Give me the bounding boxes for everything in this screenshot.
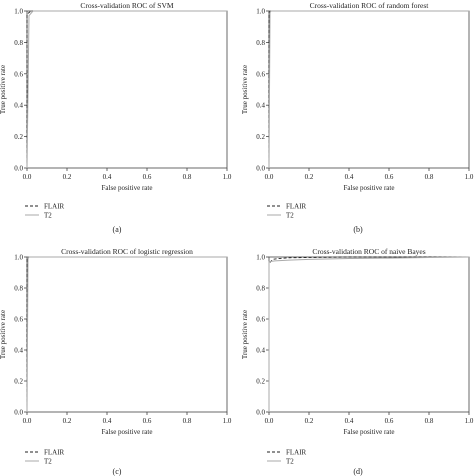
chart-title: Cross-validation ROC of random forest <box>310 1 430 10</box>
panel-label: (d) <box>353 467 363 476</box>
panel-label: (c) <box>113 467 122 476</box>
legend-label: FLAIR <box>286 203 307 211</box>
series-line-t2 <box>268 10 469 169</box>
legend-label: T2 <box>44 212 52 220</box>
y-axis-label: True positive rate <box>241 65 249 114</box>
y-tick-label: 0.0 <box>14 165 23 173</box>
x-tick-label: 0.0 <box>23 173 32 181</box>
plot-area-frame <box>26 256 228 413</box>
x-tick-label: 0.4 <box>103 417 112 425</box>
legend-label: T2 <box>286 212 294 220</box>
legend-label: FLAIR <box>286 449 307 457</box>
chart-panel-1: Cross-validation ROC of random forest 0.0… <box>241 1 474 234</box>
y-tick-label: 0.2 <box>256 378 265 386</box>
series-line-flair <box>268 10 469 168</box>
y-tick-label: 0.6 <box>256 316 265 324</box>
panel-label: (b) <box>353 225 363 234</box>
y-tick-label: 0.8 <box>14 285 23 293</box>
legend-label: FLAIR <box>44 449 65 457</box>
y-tick-label: 1.0 <box>256 254 265 262</box>
chart-panel-2: Cross-validation ROC of logistic regress… <box>0 247 232 476</box>
series-line-t2 <box>268 256 470 412</box>
x-tick-label: 0.0 <box>23 417 32 425</box>
y-tick-label: 0.0 <box>14 409 23 417</box>
y-axis-label: True positive rate <box>0 310 7 359</box>
x-tick-label: 0.6 <box>385 417 394 425</box>
x-axis-label: False positive rate <box>344 428 395 436</box>
x-tick-label: 0.4 <box>103 173 112 181</box>
x-axis-label: False positive rate <box>102 184 153 192</box>
y-tick-label: 0.0 <box>256 165 265 173</box>
y-tick-label: 0.6 <box>14 70 23 78</box>
plot-area-frame <box>268 10 470 169</box>
y-tick-label: 1.0 <box>14 8 23 16</box>
x-tick-label: 0.2 <box>305 417 314 425</box>
x-tick-label: 0.4 <box>345 417 354 425</box>
chart-title: Cross-validation ROC of naive Bayes <box>312 247 425 256</box>
series-line-flair <box>268 256 469 412</box>
y-tick-label: 0.4 <box>14 347 23 355</box>
legend-label: FLAIR <box>44 203 65 211</box>
x-tick-label: 0.2 <box>63 417 72 425</box>
x-tick-label: 1.0 <box>465 173 474 181</box>
series-line-t2 <box>26 10 227 169</box>
x-tick-label: 0.0 <box>265 417 274 425</box>
y-tick-label: 0.8 <box>256 285 265 293</box>
x-tick-label: 1.0 <box>223 173 232 181</box>
y-tick-label: 0.0 <box>256 409 265 417</box>
x-tick-label: 0.2 <box>63 173 72 181</box>
y-tick-label: 0.6 <box>256 70 265 78</box>
plot-area-frame <box>268 256 470 413</box>
x-tick-label: 0.0 <box>265 173 274 181</box>
x-axis-label: False positive rate <box>102 428 153 436</box>
panel-label: (a) <box>113 225 122 234</box>
y-tick-label: 0.4 <box>256 347 265 355</box>
y-tick-label: 0.8 <box>14 39 23 47</box>
y-tick-label: 0.4 <box>14 102 23 110</box>
y-tick-label: 0.6 <box>14 316 23 324</box>
chart-panel-0: Cross-validation ROC of SVM 0.0 0.2 0.4 0.6 0… <box>0 1 232 234</box>
series-line-flair <box>26 256 227 412</box>
x-axis-label: False positive rate <box>344 184 395 192</box>
y-axis-label: True positive rate <box>0 65 7 114</box>
y-tick-label: 0.2 <box>14 133 23 141</box>
series-line-flair <box>26 10 227 168</box>
x-tick-label: 0.8 <box>425 417 434 425</box>
y-tick-label: 1.0 <box>256 8 265 16</box>
series-line-t2 <box>26 256 227 413</box>
x-tick-label: 0.8 <box>425 173 434 181</box>
y-tick-label: 0.2 <box>14 378 23 386</box>
x-tick-label: 0.2 <box>305 173 314 181</box>
x-tick-label: 0.6 <box>385 173 394 181</box>
x-tick-label: 1.0 <box>465 417 474 425</box>
y-axis-label: True positive rate <box>241 310 249 359</box>
y-tick-label: 0.8 <box>256 39 265 47</box>
x-tick-label: 0.6 <box>143 173 152 181</box>
x-tick-label: 1.0 <box>223 417 232 425</box>
plot-area-frame <box>26 10 228 169</box>
y-tick-label: 0.2 <box>256 133 265 141</box>
x-tick-label: 0.6 <box>143 417 152 425</box>
x-tick-label: 0.4 <box>345 173 354 181</box>
x-tick-label: 0.8 <box>183 173 192 181</box>
y-tick-label: 0.4 <box>256 102 265 110</box>
legend-label: T2 <box>44 458 52 466</box>
y-tick-label: 1.0 <box>14 254 23 262</box>
x-tick-label: 0.8 <box>183 417 192 425</box>
chart-title: Cross-validation ROC of logistic regress… <box>61 247 193 256</box>
legend-label: T2 <box>286 458 294 466</box>
chart-title: Cross-validation ROC of SVM <box>80 1 173 10</box>
